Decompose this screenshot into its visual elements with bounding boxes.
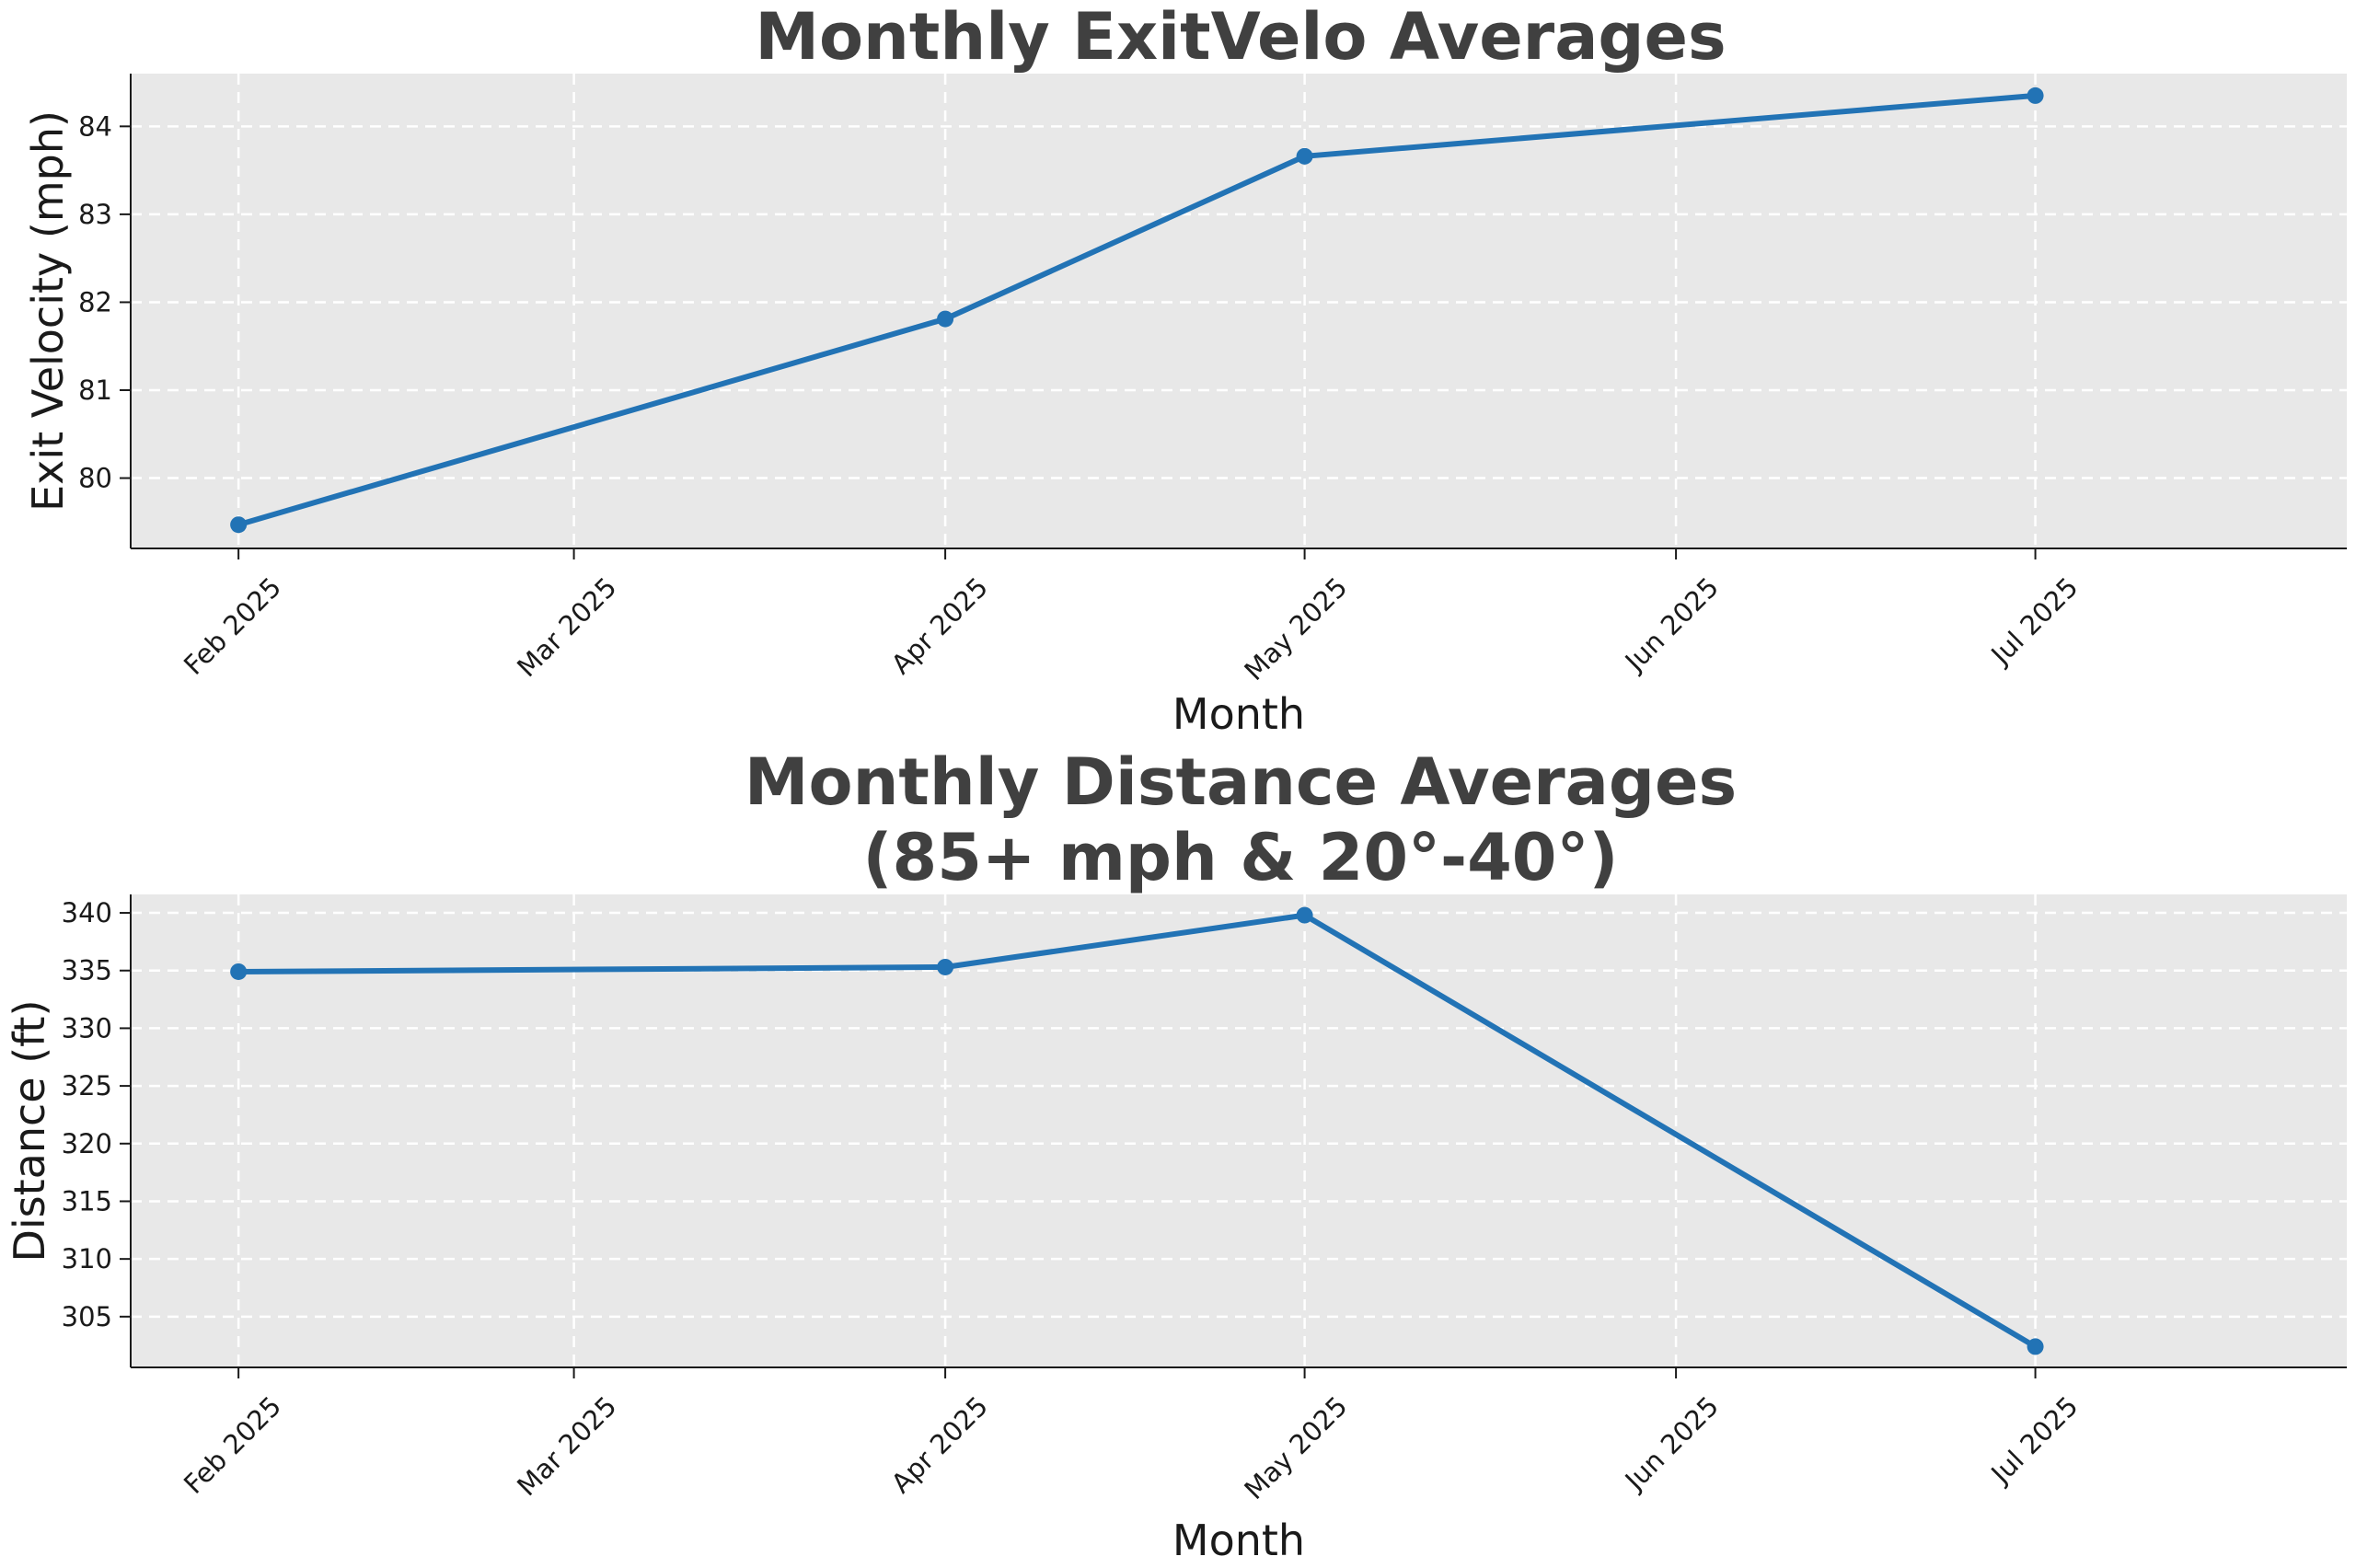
y-tick-label: 330 xyxy=(62,1012,112,1043)
y-tick-label: 335 xyxy=(62,955,112,986)
y-tick-label: 320 xyxy=(62,1128,112,1159)
x-axis-label: Month xyxy=(1172,1516,1305,1565)
plot-area xyxy=(131,74,2347,548)
series xyxy=(230,86,2044,534)
x-axis-ticks: Feb 2025 Mar 2025 Apr 2025 May 2025 Jun 2025… xyxy=(178,1367,2085,1505)
x-tick-label: Jun 2025 xyxy=(1618,1390,1725,1497)
x-tick-label: Jul 2025 xyxy=(1984,1390,2085,1491)
y-tick-label: 84 xyxy=(78,110,112,142)
x-axis-label: Month xyxy=(1172,689,1305,739)
distance-chart: Monthly Distance Averages (85+ mph & 20°… xyxy=(5,744,2347,1565)
grid xyxy=(131,894,2347,1367)
x-tick-label: Jul 2025 xyxy=(1984,571,2085,672)
x-tick-label: May 2025 xyxy=(1238,571,1353,686)
x-tick-label: Mar 2025 xyxy=(511,1390,622,1502)
plot-area xyxy=(131,894,2347,1367)
y-tick-label: 305 xyxy=(62,1301,112,1332)
x-tick-label: Feb 2025 xyxy=(178,571,287,681)
series-line xyxy=(236,912,2038,1350)
y-tick-label: 81 xyxy=(78,375,112,406)
y-tick-label: 80 xyxy=(78,463,112,494)
data-point xyxy=(937,310,954,328)
y-axis-label: Exit Velocity (mph) xyxy=(23,110,73,512)
data-point xyxy=(2027,86,2044,104)
x-tick-label: Jun 2025 xyxy=(1618,571,1725,678)
x-tick-label: Feb 2025 xyxy=(178,1390,287,1500)
axes-spines xyxy=(130,74,2347,549)
data-point xyxy=(937,958,954,975)
x-tick-label: Mar 2025 xyxy=(511,571,622,683)
y-axis-ticks: 305 310 315 320 325 330 335 340 xyxy=(62,897,131,1332)
data-point xyxy=(230,963,248,980)
data-point xyxy=(1296,147,1313,165)
series-line xyxy=(236,92,2038,528)
y-axis-ticks: 80 81 82 83 84 xyxy=(78,110,131,494)
y-tick-label: 310 xyxy=(62,1243,112,1274)
x-tick-label: Apr 2025 xyxy=(885,1390,994,1499)
y-tick-label: 82 xyxy=(78,286,112,317)
axes-spines xyxy=(130,894,2347,1368)
chart-title: Monthly ExitVelo Averages xyxy=(755,0,1726,75)
y-tick-label: 83 xyxy=(78,199,112,230)
series xyxy=(230,906,2044,1355)
y-tick-label: 315 xyxy=(62,1185,112,1216)
exitvelo-chart: Monthly ExitVelo Averages Feb 2025 Mar 20… xyxy=(23,0,2347,739)
data-point xyxy=(2027,1338,2044,1355)
x-axis-ticks: Feb 2025 Mar 2025 Apr 2025 May 2025 Jun 2025… xyxy=(178,548,2085,686)
chart-title-line-1: Monthly Distance Averages xyxy=(745,744,1737,820)
x-tick-label: May 2025 xyxy=(1238,1390,1353,1505)
y-axis-label: Distance (ft) xyxy=(5,999,54,1262)
x-tick-label: Apr 2025 xyxy=(885,571,994,680)
data-point xyxy=(230,516,248,534)
data-point xyxy=(1296,906,1313,924)
y-tick-label: 340 xyxy=(62,897,112,928)
chart-title-line-2: (85+ mph & 20°-40°) xyxy=(863,820,1619,895)
y-tick-label: 325 xyxy=(62,1070,112,1101)
